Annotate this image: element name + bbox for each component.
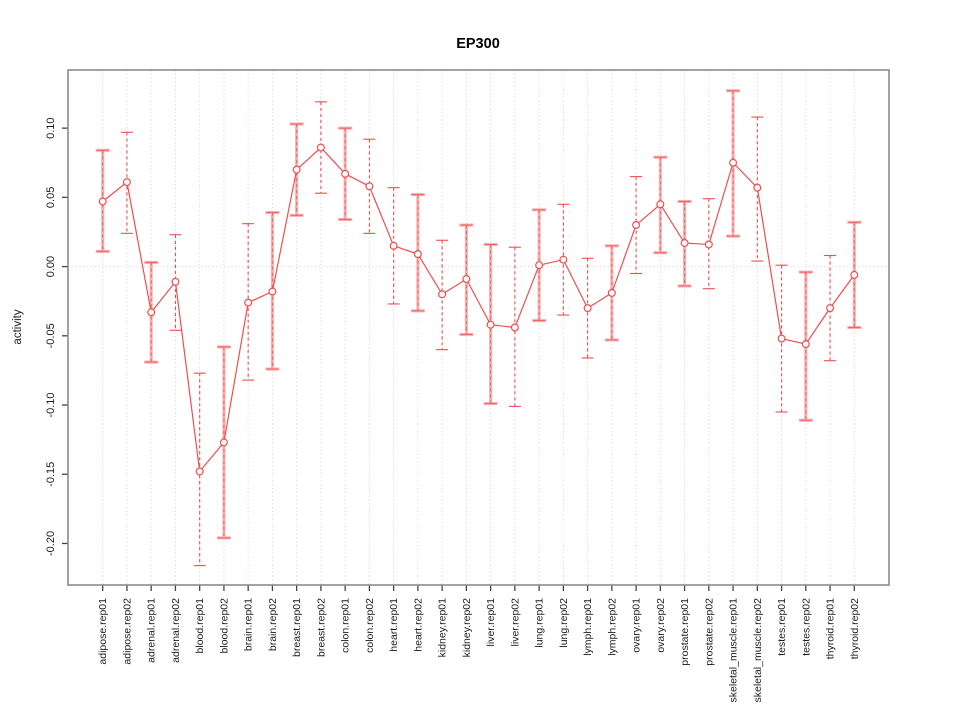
x-tick-label: heart.rep02 — [412, 598, 424, 652]
x-tick-label: thyroid.rep01 — [825, 598, 837, 659]
data-point-adrenal.rep01 — [147, 308, 156, 317]
data-point-skeletal_muscle.rep02 — [753, 183, 762, 192]
x-tick-label: breast.rep02 — [315, 598, 327, 657]
x-tick-label: brain.rep01 — [243, 598, 255, 651]
x-tick-label: blood.rep02 — [218, 598, 230, 654]
data-point-prostate.rep02 — [704, 240, 713, 249]
data-point-lung.rep01 — [535, 261, 544, 270]
data-point-testes.rep02 — [801, 340, 810, 349]
x-tick-label: kidney.rep01 — [437, 598, 449, 658]
data-point-kidney.rep02 — [462, 275, 471, 284]
x-tick-label: lung.rep02 — [558, 598, 570, 648]
data-point-ovary.rep02 — [656, 200, 665, 209]
x-tick-label: lung.rep01 — [534, 598, 546, 648]
x-tick-label: ovary.rep02 — [655, 598, 667, 653]
x-tick-label: skeletal_muscle.rep01 — [728, 598, 740, 703]
x-tick-label: blood.rep01 — [194, 598, 206, 654]
y-axis-label: activity — [12, 309, 24, 344]
data-point-skeletal_muscle.rep01 — [729, 158, 738, 167]
y-tick-label: -0.05 — [45, 323, 57, 348]
data-point-brain.rep01 — [244, 298, 253, 307]
y-tick-label: -0.20 — [45, 531, 57, 556]
chart-title: EP300 — [456, 36, 500, 52]
x-tick-label: adipose.rep02 — [121, 598, 133, 665]
x-tick-label: adrenal.rep02 — [170, 598, 182, 663]
series-line — [102, 146, 855, 473]
x-tick-label: prostate.rep02 — [703, 598, 715, 666]
data-point-breast.rep01 — [292, 165, 301, 174]
x-tick-label: thyroid.rep02 — [849, 598, 861, 659]
data-point-breast.rep02 — [316, 143, 325, 152]
data-point-liver.rep01 — [486, 320, 495, 329]
data-point-thyroid.rep02 — [850, 270, 859, 279]
data-point-testes.rep01 — [777, 334, 786, 343]
data-point-adipose.rep01 — [98, 197, 107, 206]
x-tick-label: testes.rep02 — [800, 598, 812, 656]
y-tick-label: 0.10 — [45, 117, 57, 138]
data-point-lymph.rep02 — [607, 288, 616, 297]
data-point-heart.rep02 — [413, 250, 422, 259]
data-point-ovary.rep01 — [632, 221, 641, 230]
x-tick-label: liver.rep01 — [485, 598, 497, 647]
data-point-blood.rep02 — [219, 438, 228, 447]
series-layer — [95, 89, 862, 567]
data-point-heart.rep01 — [389, 241, 398, 250]
data-point-liver.rep02 — [510, 323, 519, 332]
data-point-adrenal.rep02 — [171, 277, 180, 286]
x-tick-label: kidney.rep02 — [461, 598, 473, 658]
axis-layer: 0.10 0.05 0.00 -0.05 -0.10 -0.15 -0.20 adipose.… — [45, 117, 861, 702]
data-point-adipose.rep02 — [122, 178, 131, 187]
data-point-brain.rep02 — [268, 287, 277, 296]
data-point-blood.rep01 — [195, 467, 204, 476]
x-tick-label: liver.rep02 — [509, 598, 521, 647]
grid-layer — [68, 70, 889, 585]
y-tick-label: -0.15 — [45, 462, 57, 487]
data-point-lung.rep02 — [559, 255, 568, 264]
x-tick-label: brain.rep02 — [267, 598, 279, 651]
data-point-colon.rep01 — [341, 169, 350, 178]
plot-frame — [67, 69, 890, 586]
x-tick-label: prostate.rep01 — [679, 598, 691, 666]
x-tick-label: lymph.rep01 — [582, 598, 594, 656]
x-tick-label: colon.rep01 — [340, 598, 352, 653]
x-tick-label: adipose.rep01 — [97, 598, 109, 665]
x-tick-label: breast.rep01 — [291, 598, 303, 657]
y-tick-label: 0.05 — [45, 187, 57, 208]
y-tick-label: 0.00 — [45, 256, 57, 277]
data-point-prostate.rep01 — [680, 239, 689, 248]
x-tick-label: heart.rep01 — [388, 598, 400, 652]
data-point-lymph.rep01 — [583, 304, 592, 313]
x-tick-label: adrenal.rep01 — [146, 598, 158, 663]
x-tick-label: ovary.rep01 — [631, 598, 643, 653]
x-tick-label: lymph.rep02 — [606, 598, 618, 656]
x-tick-label: testes.rep01 — [776, 598, 788, 656]
data-point-kidney.rep01 — [438, 290, 447, 299]
x-tick-label: skeletal_muscle.rep02 — [752, 598, 764, 703]
x-tick-label: colon.rep02 — [364, 598, 376, 653]
data-point-colon.rep02 — [365, 182, 374, 191]
data-point-thyroid.rep01 — [826, 304, 835, 313]
y-tick-label: -0.10 — [45, 392, 57, 417]
